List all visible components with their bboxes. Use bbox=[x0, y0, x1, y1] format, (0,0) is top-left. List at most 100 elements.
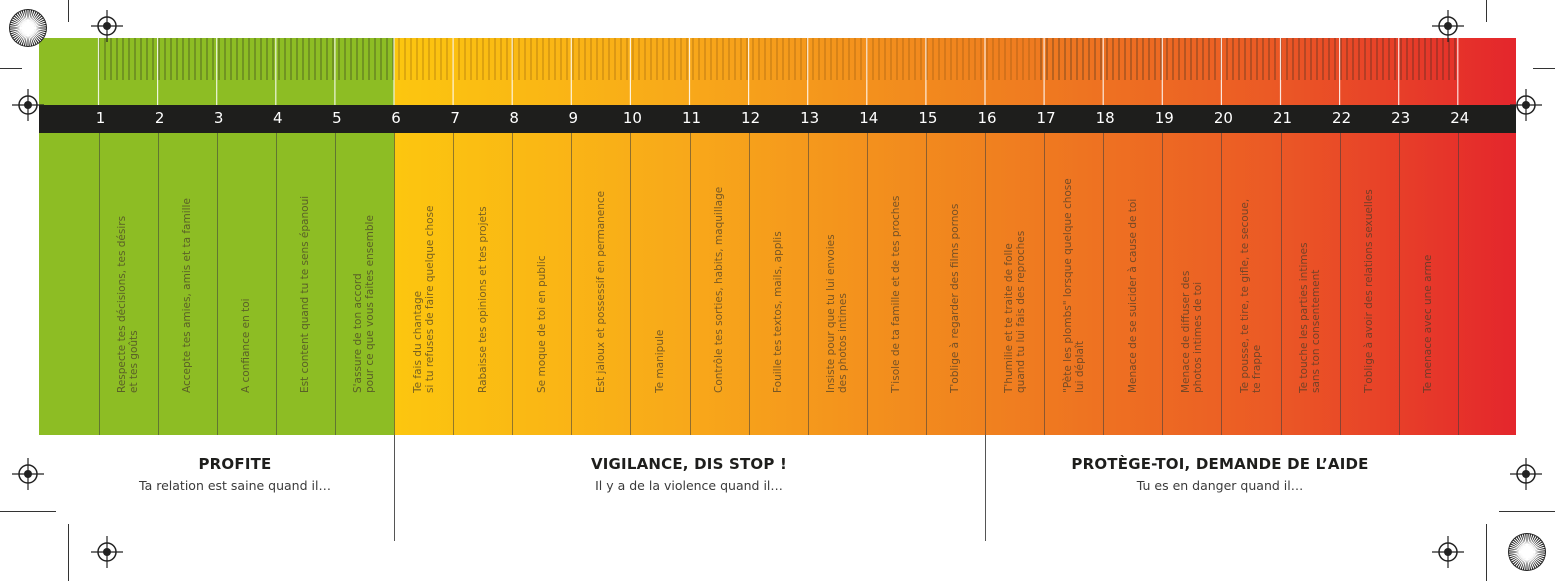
behavior-item: Accepte tes amies, amis et ta famille bbox=[158, 133, 217, 435]
behavior-label: Insiste pour que tu lui envoies des phot… bbox=[825, 234, 850, 393]
behavior-item: T'oblige à regarder des films pornos bbox=[926, 133, 985, 435]
behavior-label: Respecte tes décisions, tes désirs et te… bbox=[116, 215, 140, 393]
behavior-label: Te pousse, te tire, te gifle, te secoue,… bbox=[1238, 198, 1263, 393]
scale-number: 24 bbox=[1450, 109, 1470, 127]
column-divider bbox=[985, 133, 986, 435]
column-divider bbox=[1280, 133, 1282, 435]
scale-number: 23 bbox=[1391, 109, 1411, 127]
scale-number: 9 bbox=[568, 109, 579, 127]
scale-number: 18 bbox=[1095, 109, 1115, 127]
registration-mark-icon bbox=[1510, 89, 1542, 121]
behavior-item: Est content quand tu te sens épanoui bbox=[276, 133, 335, 435]
column-divider bbox=[1044, 133, 1046, 435]
scale-number: 20 bbox=[1213, 109, 1233, 127]
behavior-item: Te manipule bbox=[630, 133, 689, 435]
crop-mark bbox=[68, 0, 69, 22]
registration-mark-icon bbox=[1432, 536, 1464, 568]
registration-mark-icon bbox=[1510, 458, 1542, 490]
behavior-item: Contrôle tes sorties, habits, maquillage bbox=[690, 133, 749, 435]
behavior-label: A confiance en toi bbox=[240, 298, 253, 393]
column-divider bbox=[571, 133, 573, 435]
column-divider bbox=[1162, 133, 1164, 435]
scale-number: 4 bbox=[273, 109, 283, 127]
section-subtitle: Tu es en danger quand il… bbox=[1136, 478, 1304, 493]
scale-number: 22 bbox=[1332, 109, 1352, 127]
crop-mark bbox=[1499, 511, 1555, 512]
behavior-item: Te pousse, te tire, te gifle, te secoue,… bbox=[1221, 133, 1280, 435]
scale-number: 16 bbox=[977, 109, 997, 127]
section-subtitle: Ta relation est saine quand il… bbox=[139, 478, 331, 493]
scale-number: 17 bbox=[1036, 109, 1056, 127]
column-divider bbox=[334, 133, 336, 435]
registration-mark-icon bbox=[12, 458, 44, 490]
scale-number: 6 bbox=[391, 109, 401, 127]
column-divider bbox=[1221, 133, 1223, 435]
column-divider bbox=[98, 133, 100, 435]
scale-number: 11 bbox=[681, 109, 702, 127]
scale-number: 15 bbox=[918, 109, 938, 127]
registration-mark-icon bbox=[91, 10, 123, 42]
behavior-item: T'isole de ta famille et de tes proches bbox=[867, 133, 926, 435]
behavior-item: Insiste pour que tu lui envoies des phot… bbox=[808, 133, 867, 435]
registration-mark-icon bbox=[91, 536, 123, 568]
behavior-label: Te manipule bbox=[653, 329, 666, 393]
crop-mark bbox=[1486, 524, 1487, 581]
behavior-label: T'oblige à regarder des films pornos bbox=[949, 203, 962, 393]
column-divider bbox=[453, 133, 455, 435]
behavior-label: Contrôle tes sorties, habits, maquillage bbox=[713, 186, 725, 393]
behavior-item: T'humilie et te traite de folle quand tu… bbox=[985, 133, 1044, 435]
section-title: VIGILANCE, DIS STOP ! bbox=[590, 455, 788, 473]
behavior-item: Menace de diffuser des photos intimes de… bbox=[1162, 133, 1221, 435]
behavior-item: S'assure de ton accord pour ce que vous … bbox=[335, 133, 394, 435]
behavior-item: "Pète les plombs" lorsque quelque chose … bbox=[1044, 133, 1103, 435]
behavior-item: Respecte tes décisions, tes désirs et te… bbox=[99, 133, 158, 435]
scale-number: 1 bbox=[95, 109, 106, 127]
section-separator bbox=[394, 435, 395, 541]
starburst-icon bbox=[9, 9, 47, 47]
behavior-label: S'assure de ton accord pour ce que vous … bbox=[352, 215, 377, 393]
column-divider bbox=[866, 133, 868, 435]
crop-mark bbox=[1533, 68, 1555, 69]
behavior-label: Est content quand tu te sens épanoui bbox=[299, 195, 312, 393]
behavior-label: Te touche les parties intimes sans ton c… bbox=[1298, 242, 1322, 393]
behavior-label: T'humilie et te traite de folle quand tu… bbox=[1002, 230, 1027, 393]
crop-mark bbox=[1486, 0, 1487, 22]
section-title: PROTÈGE-TOI, DEMANDE DE L’AIDE bbox=[1071, 455, 1369, 473]
behavior-label: Te menace avec une arme bbox=[1422, 254, 1435, 393]
scale-number: 14 bbox=[859, 109, 879, 127]
scale-number: 10 bbox=[622, 109, 642, 127]
scale-number: 3 bbox=[213, 109, 224, 127]
column-divider bbox=[807, 133, 809, 435]
registration-mark-icon bbox=[1432, 10, 1464, 42]
crop-mark bbox=[0, 511, 56, 512]
behavior-item: Menace de se suicider à cause de toi bbox=[1103, 133, 1162, 435]
column-divider bbox=[157, 133, 159, 435]
column-divider bbox=[1339, 133, 1341, 435]
behavior-item: Fouille tes textos, mails, applis bbox=[749, 133, 808, 435]
section-vigilance: VIGILANCE, DIS STOP ! Il y a de la viole… bbox=[591, 455, 787, 493]
column-divider bbox=[216, 133, 218, 435]
scale-number: 12 bbox=[741, 109, 761, 127]
behavior-label: "Pète les plombs" lorsque quelque chose … bbox=[1061, 178, 1086, 393]
behavior-label: T'oblige à avoir des relations sexuelles bbox=[1363, 189, 1376, 393]
crop-mark bbox=[68, 524, 69, 581]
behavior-item: Se moque de toi en public bbox=[512, 133, 571, 435]
behavior-label: Accepte tes amies, amis et ta famille bbox=[181, 198, 194, 393]
scale-number: 8 bbox=[509, 109, 519, 127]
behavior-label: Est jaloux et possessif en permanence bbox=[594, 190, 607, 393]
scale-number: 7 bbox=[450, 109, 460, 127]
section-separator bbox=[985, 435, 986, 541]
starburst-icon bbox=[1508, 533, 1546, 571]
violentometer-ruler: 1 2 3 4 5 6 7 8 9 10 11 12 13 14 15 16 17 18 19 20 21 22 23 24 … bbox=[39, 38, 1516, 435]
section-subtitle: Il y a de la violence quand il… bbox=[595, 478, 783, 493]
ruler-ticks bbox=[97, 38, 1459, 105]
column-divider bbox=[1103, 133, 1105, 435]
registration-mark-icon bbox=[12, 89, 44, 121]
behavior-item: Est jaloux et possessif en permanence bbox=[571, 133, 630, 435]
column-divider bbox=[1457, 133, 1459, 435]
behavior-label: T'isole de ta famille et de tes proches bbox=[890, 195, 903, 393]
crop-mark bbox=[0, 68, 22, 69]
behavior-item: A confiance en toi bbox=[217, 133, 276, 435]
color-gradient-background bbox=[39, 38, 1516, 435]
section-title: PROFITE bbox=[198, 455, 272, 473]
